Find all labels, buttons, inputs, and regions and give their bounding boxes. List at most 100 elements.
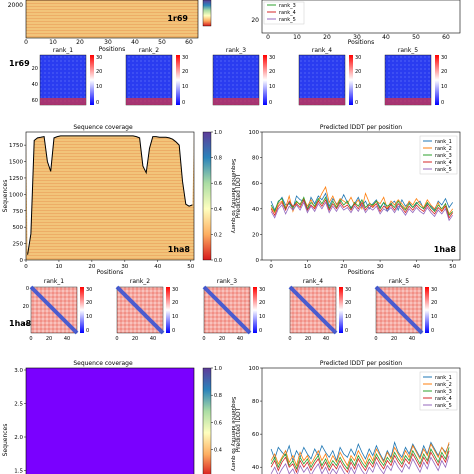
coverage-overlay [26,132,194,255]
cbar-tick-0: 0 [355,100,358,106]
coverage-frame-1r69 [25,0,199,39]
ytick-label: 100 [249,366,260,372]
series-line-rank_4 [270,450,450,474]
xticks-plddt-1r69: 0 10 20 30 40 50 60 [266,34,450,41]
pae-1ha8-rank_3: rank_3 0 20 40 30 20 10 0 [202,278,265,342]
ytick-label: 80 [252,156,259,162]
cbar-tick-0: 0 [441,100,444,106]
xtick-label: 20 [340,264,347,270]
title-cov-single: Sequence coverage [73,360,133,367]
ytick-label: 1500 [9,160,23,166]
xtick-20: 20 [323,34,331,41]
colorbar-gradient [202,131,212,261]
cbar-tick-0: 0 [86,328,89,334]
pae-cbar [349,55,353,105]
cbar-tick-30: 30 [345,287,351,293]
series-lines [270,185,454,222]
protein-label-1ha8-pae: 1ha8 [9,319,32,328]
xtick-20: 20 [219,336,225,342]
cbar-tick-10: 10 [431,314,437,320]
pae-title: rank_2 [139,47,159,54]
ytick-label: 40 [252,207,259,213]
xtick-label: 20 [88,264,95,270]
cbar-tick-label: 0.2 [214,232,222,238]
cbar-tick-20: 20 [441,69,447,75]
cbar-tick-label: 0.8 [214,393,222,399]
colorbar-1ha8: 0.0 0.2 0.4 0.6 0.8 1.0 Sequence identity to … [202,130,236,264]
xtick-20: 20 [46,336,52,342]
colorbar-gradient [202,367,212,474]
cbar-tick-20: 20 [259,300,265,306]
xtick-10: 10 [293,34,301,41]
xtick-0: 0 [29,336,32,342]
cbar-tick-label: 0.0 [214,258,222,264]
cbar-tick-0: 0 [259,328,262,334]
ytick-label: 1.5 [14,469,23,474]
cbar-tick-30: 30 [182,55,188,61]
ytick-label-2000: 2000 [8,2,23,9]
ytick-label: 2.0 [14,435,23,441]
pae-1r69-rank_5: rank_5 30 20 10 0 [384,47,447,106]
pae-map [39,54,87,106]
legend-label-rank_5: rank_5 [435,167,452,173]
pae-cbar [80,287,84,333]
pae-edge [40,98,86,105]
xlabel-cov-1r69: Positions [99,46,126,53]
pae-diagonal [374,285,424,335]
ytick-label: 0 [20,258,24,264]
cbar-tick-0: 0 [96,100,99,106]
pae-1ha8-rank_1: rank_1 0 20 40 0 20 40 30 20 10 0 [23,278,93,342]
pae-edge [299,98,345,105]
ytick-label: 100 [249,130,260,136]
ytick-20-1r69: 20 [251,17,259,24]
colorbar-label: Sequence identity to query [230,159,236,235]
cbar-tick-30: 30 [96,55,102,61]
ytick-label: 250 [13,242,24,248]
plddt-plot-single: Predicted lDDT per position 40 60 80 100 Pr… [235,360,461,474]
xtick-label: 30 [377,264,384,270]
cbar-tick-30: 30 [269,55,275,61]
yticks-plddt-1ha8: 0 20 40 60 80 100 [249,130,262,264]
xtick-0: 0 [24,39,28,46]
cbar-tick-20: 20 [431,300,437,306]
cbar-tick-20: 20 [86,300,92,306]
cbar-tick-0: 0 [269,100,272,106]
pae-cbar [435,55,439,105]
xtick-20: 20 [305,336,311,342]
yticks-plddt-single: 40 60 80 100 [249,366,262,471]
cbar-tick-label: 0.8 [214,156,222,162]
legend-label-rank_4: rank_4 [435,160,452,166]
pae-edge [213,98,259,105]
series-line-rank_5 [270,201,454,222]
ytick-label: 1250 [9,176,23,182]
cbar-tick-20: 20 [172,300,178,306]
pae-diagonal [29,285,79,335]
legend-label-rank_1: rank_1 [435,375,452,381]
pae-1ha8-rank_5: rank_5 0 20 40 30 20 10 0 [374,278,437,342]
coverage-frame-1ha8 [25,131,195,261]
ytick-20: 20 [23,304,29,310]
xtick-0: 0 [202,336,205,342]
cbar-tick-0: 0 [182,100,185,106]
pae-1ha8-rank_2: rank_2 0 20 40 30 20 10 0 [115,278,178,342]
cbar-tick-10: 10 [269,84,275,90]
pae-title: rank_5 [398,47,418,54]
pae-title: rank_3 [226,47,246,54]
coverage-frame-single [25,367,195,474]
plddt-frame-1r69 [261,0,461,34]
legend-label-rank_5: rank_5 [435,403,452,409]
protein-label-1r69-pae: 1r69 [9,59,30,68]
coverage-area-1r69 [26,0,198,38]
xtick-30: 30 [353,34,361,41]
pae-1ha8-rank_4: rank_4 0 20 40 30 20 10 0 [288,278,351,342]
ytick-20: 20 [32,66,38,72]
legend-label-rank_5: rank_5 [279,17,296,23]
xtick-20: 20 [132,336,138,342]
xtick-label: 30 [121,264,128,270]
pae-title: rank_1 [44,278,64,285]
xtick-label: 10 [304,264,311,270]
xtick-label: 0 [269,264,273,270]
pae-cbar [253,287,257,333]
